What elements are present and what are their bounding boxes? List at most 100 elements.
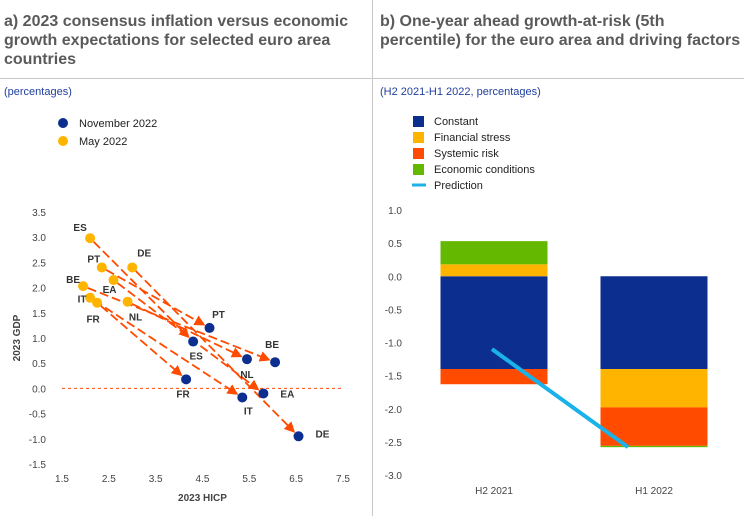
y-tick-label: 1.0 [32, 334, 46, 345]
legend-label-may: May 2022 [79, 136, 127, 148]
panel-a-title-rule [0, 78, 372, 79]
legend-swatch-systemic-risk [413, 148, 424, 159]
point-may-de [127, 262, 138, 273]
y-tick-label: 0.0 [32, 384, 46, 395]
point-may-ea [108, 275, 119, 286]
point-label-november-ea: EA [280, 389, 294, 400]
legend-marker-november [58, 118, 68, 128]
point-may-pt [96, 262, 107, 273]
y-tick-label: -1.0 [29, 435, 47, 446]
x-tick-label: 6.5 [289, 474, 303, 485]
x-axis-title: 2023 HICP [178, 493, 227, 504]
y-tick-label: 1.5 [32, 309, 46, 320]
y-tick-label: -2.0 [385, 405, 403, 416]
legend-label-systemic-risk: Systemic risk [434, 148, 499, 160]
x-tick-label: 1.5 [55, 474, 69, 485]
legend-label-economic-conditions: Economic conditions [434, 164, 535, 176]
arrow-nl [131, 303, 243, 358]
y-tick-label: -1.0 [385, 339, 403, 350]
arrow-fr [100, 305, 183, 377]
bar-segment-financial-stress [600, 369, 708, 408]
point-may-nl [122, 296, 133, 307]
point-label-november-es: ES [189, 352, 203, 363]
y-tick-label: 3.0 [32, 233, 46, 244]
y-tick-label: 1.0 [388, 206, 402, 217]
y-tick-label: 0.5 [388, 239, 402, 250]
point-may-es [85, 233, 96, 244]
point-november-es [188, 336, 199, 347]
panel-a: a) 2023 consensus inflation versus econo… [0, 13, 372, 504]
y-tick-label: -0.5 [29, 410, 47, 421]
prediction-line [490, 347, 630, 449]
point-november-be [270, 357, 281, 368]
y-tick-label: -1.5 [29, 460, 47, 471]
legend-swatch-constant [413, 116, 424, 127]
scatter-chart: November 2022 May 2022 3.5 3.0 2.5 2.0 1.5 1.0 0… [12, 118, 350, 504]
point-november-pt [204, 322, 215, 333]
bar-segment-economic-conditions [600, 445, 708, 448]
bar-segment-systemic-risk [440, 369, 548, 385]
point-label-november-fr: FR [176, 389, 190, 400]
panel-a-subtitle: (percentages) [4, 86, 72, 98]
y-axis-title: 2023 GDP [12, 314, 23, 361]
arrow-pt [105, 269, 206, 326]
y-tick-label: 3.5 [32, 208, 46, 219]
arrow-ea [116, 282, 260, 391]
panel-b-title-rule [372, 78, 744, 79]
point-label-november-nl: NL [240, 370, 253, 381]
point-november-it [237, 392, 248, 403]
point-label-november-pt: PT [212, 310, 225, 321]
point-may-be [78, 281, 89, 292]
arrow-it [93, 299, 239, 395]
point-label-may-nl: NL [129, 313, 142, 324]
y-tick-label: -1.5 [385, 372, 403, 383]
y-tick-label: -0.5 [385, 305, 403, 316]
x-tick-label: 4.5 [196, 474, 210, 485]
x-tick-label: H1 2022 [635, 486, 673, 497]
panel-b-title: b) One-year ahead growth-at-risk (5th pe… [380, 13, 741, 49]
point-label-may-fr: FR [86, 315, 100, 326]
point-label-may-ea: EA [103, 285, 117, 296]
point-november-nl [241, 354, 252, 365]
point-label-may-be: BE [66, 275, 80, 286]
panel-a-title: a) 2023 consensus inflation versus econo… [4, 13, 349, 68]
point-may-fr [92, 297, 103, 308]
stacked-bar-chart: Constant Financial stress Systemic risk Eco… [385, 116, 708, 497]
legend-label-financial-stress: Financial stress [434, 132, 511, 144]
arrow-be [87, 287, 271, 362]
y-tick-label: 0.5 [32, 359, 46, 370]
point-label-may-pt: PT [87, 254, 100, 265]
bar-segment-economic-conditions [440, 241, 548, 265]
point-may-it [85, 292, 96, 303]
point-label-november-be: BE [265, 340, 279, 351]
y-tick-label: 2.0 [32, 284, 46, 295]
point-november-fr [181, 374, 192, 385]
legend-marker-may [58, 136, 68, 146]
y-tick-label: 2.5 [32, 258, 46, 269]
point-label-november-it: IT [244, 406, 253, 417]
bar-segment-constant [440, 276, 548, 369]
panel-b-subtitle: (H2 2021-H1 2022, percentages) [380, 86, 541, 98]
point-label-november-de: DE [316, 429, 330, 440]
point-label-may-it: IT [78, 295, 87, 306]
legend-label-prediction: Prediction [434, 180, 483, 192]
x-tick-label: 3.5 [149, 474, 163, 485]
panel-b: b) One-year ahead growth-at-risk (5th pe… [372, 0, 744, 516]
x-tick-label: 5.5 [242, 474, 256, 485]
legend-label-november: November 2022 [79, 118, 157, 130]
panel-divider [372, 0, 373, 516]
bar-segment-financial-stress [440, 264, 548, 277]
arrow-de [135, 270, 296, 433]
point-november-de [293, 431, 304, 442]
y-tick-label: 0.0 [388, 272, 402, 283]
bar-segment-constant [600, 276, 708, 369]
x-tick-label: 7.5 [336, 474, 350, 485]
y-tick-label: -2.5 [385, 438, 403, 449]
y-tick-label: -3.0 [385, 471, 403, 482]
point-label-may-de: DE [137, 248, 151, 259]
point-november-ea [258, 388, 269, 399]
x-tick-label: H2 2021 [475, 486, 513, 497]
legend-swatch-financial-stress [413, 132, 424, 143]
legend-label-constant: Constant [434, 116, 478, 128]
point-label-may-es: ES [73, 223, 87, 234]
